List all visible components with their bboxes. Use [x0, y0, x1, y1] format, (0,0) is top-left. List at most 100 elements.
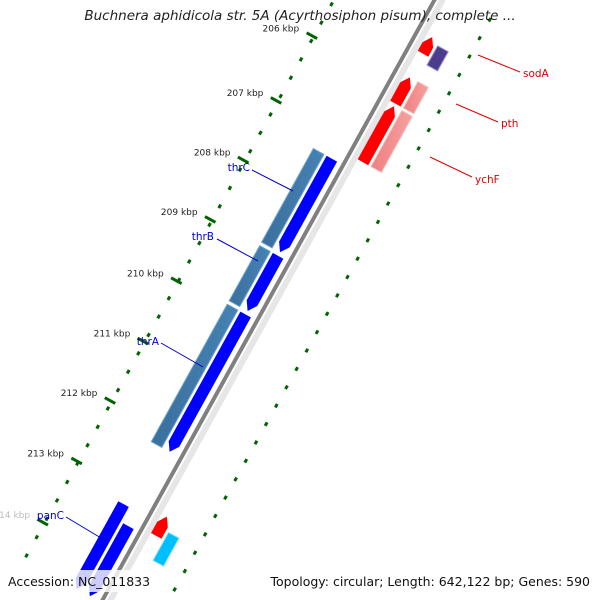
tick-label: 212 kbp — [61, 389, 98, 399]
ruler-tick-inner — [64, 479, 70, 485]
ruler-tick-inner — [125, 369, 131, 375]
gene-panC-outer — [75, 501, 129, 589]
ruler-tick-outer — [345, 274, 350, 280]
cds-ychF — [370, 109, 413, 174]
ruler-tick-inner — [319, 20, 324, 26]
ruler-tick-outer — [182, 568, 188, 574]
ruler-tick-inner — [156, 314, 161, 320]
ruler-tick-outer — [416, 145, 421, 151]
ruler-tick-inner — [247, 148, 253, 154]
rna-lower — [152, 531, 180, 567]
ruler-tick-outer — [385, 201, 391, 207]
coordinate-tick — [36, 517, 49, 527]
ruler-tick-inner — [115, 387, 121, 393]
ruler-tick-outer — [223, 495, 228, 501]
tick-label: 207 kbp — [227, 89, 264, 99]
ruler-tick-outer — [202, 531, 208, 537]
ruler-tick-inner — [268, 112, 273, 118]
tick-label: 208 kbp — [194, 149, 231, 159]
label-leader-pth — [455, 103, 499, 123]
coordinate-tick — [237, 155, 250, 165]
ruler-tick-outer — [355, 256, 360, 262]
gene-sodA — [417, 37, 434, 57]
gene-label-thrB: thrB — [192, 231, 214, 243]
gene-label-sodA: sodA — [523, 68, 550, 80]
coordinate-tick — [170, 276, 183, 285]
ruler-tick-inner — [308, 38, 314, 44]
gene-rev-lower — [151, 516, 168, 539]
coordinate-tick — [204, 215, 217, 224]
ruler-tick-outer — [192, 550, 198, 556]
ruler-tick-outer — [436, 109, 442, 115]
ruler-tick-inner — [186, 259, 192, 265]
gene-label-ychF: ychF — [475, 174, 500, 186]
label-leader-panC — [65, 516, 107, 542]
gene-label-thrA: thrA — [137, 336, 160, 348]
ruler-tick-inner — [166, 295, 172, 301]
gene-pth — [390, 77, 411, 107]
ruler-tick-outer — [274, 403, 279, 409]
ruler-tick-outer — [284, 384, 289, 390]
cds-pth — [402, 81, 429, 115]
ruler-tick-inner — [278, 93, 283, 99]
accession-label: Accession: NC_011833 — [8, 574, 151, 589]
tick-label: 213 kbp — [27, 450, 64, 460]
ruler-tick-inner — [136, 350, 141, 356]
topology-label: Topology: circular; Length: 642,122 bp; … — [270, 574, 591, 589]
tick-label: 211 kbp — [94, 330, 131, 340]
coordinate-tick — [104, 396, 116, 405]
ruler-tick-outer — [365, 237, 371, 243]
ruler-tick-outer — [314, 329, 320, 335]
gene-thrB — [246, 252, 284, 311]
ruler-tick-outer — [375, 219, 381, 225]
ruler-tick-outer — [213, 513, 218, 519]
coordinate-tick — [70, 456, 83, 466]
footer-backdrop-right — [280, 570, 596, 592]
label-leader-thrB — [216, 238, 259, 262]
ruler-tick-outer — [233, 476, 238, 482]
tick-label: 206 kbp — [263, 24, 300, 34]
ruler-tick-outer — [243, 458, 249, 464]
cds-thrB — [228, 245, 271, 308]
label-leader-sodA — [477, 54, 521, 73]
ruler-tick-outer — [294, 366, 299, 372]
ruler-tick-inner — [197, 240, 202, 246]
label-leader-ychF — [429, 156, 473, 178]
ruler-tick-inner — [258, 130, 263, 136]
ruler-tick-outer — [457, 72, 462, 78]
feature-sodA-other — [426, 45, 449, 72]
gene-ychF — [357, 106, 395, 166]
ruler-tick-outer — [477, 35, 482, 41]
ruler-tick-inner — [329, 1, 334, 7]
ruler-tick-inner — [207, 222, 212, 228]
ruler-tick-inner — [24, 553, 29, 559]
ruler-tick-outer — [172, 586, 177, 592]
tick-label: 209 kbp — [161, 208, 198, 218]
map-title: Buchnera aphidicola str. 5A (Acyrthosiph… — [84, 8, 516, 24]
ruler-tick-inner — [288, 75, 294, 81]
gene-label-pth: pth — [501, 118, 518, 130]
tick-label: 210 kbp — [127, 269, 164, 279]
footer-backdrop-left — [4, 570, 146, 592]
coordinate-tick — [305, 31, 318, 40]
ruler-tick-inner — [227, 185, 233, 191]
ruler-tick-outer — [406, 164, 411, 170]
cds-thrC — [260, 147, 325, 249]
gene-label-panC: panC — [37, 510, 64, 522]
gene-thrA — [168, 311, 251, 452]
ruler-tick-inner — [85, 442, 90, 448]
ruler-tick-outer — [304, 348, 310, 354]
ruler-tick-inner — [44, 516, 50, 522]
ruler-tick-outer — [396, 182, 401, 188]
coordinate-tick — [270, 96, 283, 105]
tick-label: 214 kbp — [0, 511, 30, 521]
ruler-tick-inner — [146, 332, 151, 338]
ruler-tick-outer — [487, 17, 493, 23]
gene-thrC — [279, 155, 338, 253]
label-leader-thrA — [160, 342, 204, 368]
gene-label-thrC: thrC — [228, 162, 250, 174]
ruler-tick-inner — [54, 497, 60, 503]
label-leader-thrC — [251, 169, 294, 192]
backbone-shadow — [107, 0, 446, 600]
